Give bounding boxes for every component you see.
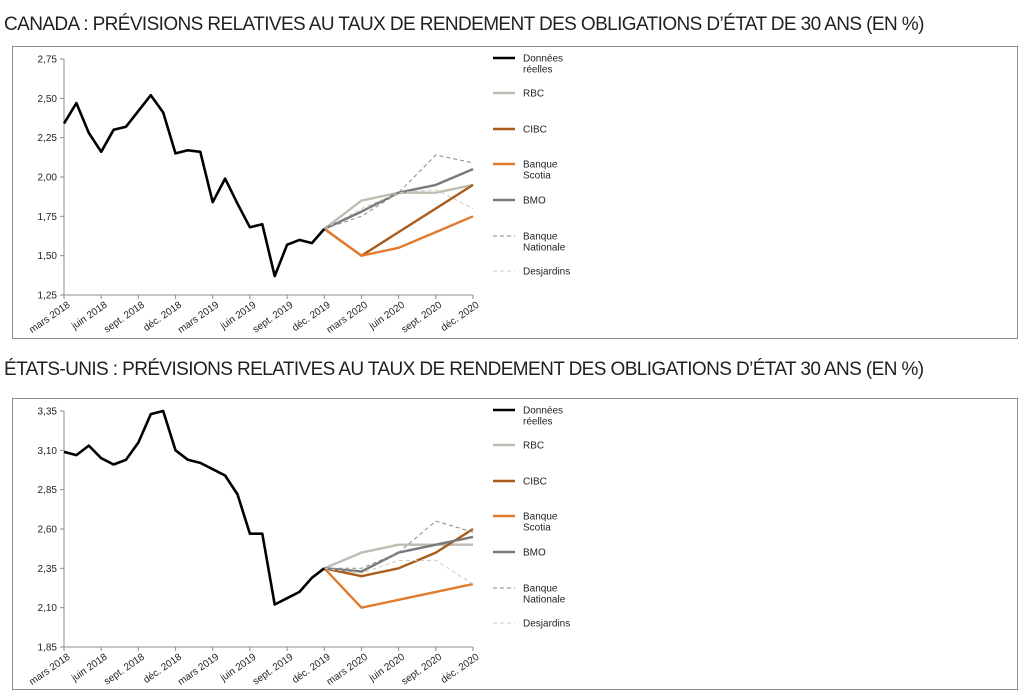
usa-x-tick-label: sept. 2019: [251, 651, 296, 687]
usa-y-tick-label: 2,35: [38, 564, 58, 575]
canada-series-line-donnees-reelles: [62, 93, 326, 278]
usa-legend-label-banque-scotia: Banque Scotia: [523, 512, 558, 534]
usa-legend-label-donnees-reelles: Données réelles: [523, 406, 563, 428]
usa-x-tick-label: mars 2020: [325, 651, 370, 687]
canada-y-tick-label: 2,00: [38, 173, 58, 184]
canada-legend: Données réelles RBC CIBC Banque Scotia BMO Banq…: [493, 54, 570, 278]
usa-y-tick-label: 2,85: [38, 485, 58, 496]
canada-x-tick-label: déc. 2020: [439, 299, 482, 333]
canada-legend-label-donnees-reelles: Données réelles: [523, 54, 563, 76]
usa-legend-label-bmo: BMO: [523, 548, 546, 559]
usa-x-tick-label: mars 2018: [27, 651, 72, 687]
canada-series-group: [62, 93, 474, 278]
usa-legend-label-rbc: RBC: [523, 441, 544, 452]
usa-legend: Données réelles RBC CIBC Banque Scotia BMO Banq…: [493, 406, 570, 630]
usa-x-tick-label: mars 2019: [176, 651, 221, 687]
usa-x-tick-label: sept. 2020: [400, 651, 445, 687]
canada-x-tick-label: sept. 2020: [400, 299, 445, 335]
canada-y-tick-label: 2,25: [38, 133, 58, 144]
canada-y-tick-label: 1,25: [38, 291, 58, 302]
usa-y-tick-label: 3,10: [38, 446, 58, 457]
usa-legend-label-desjardins: Desjardins: [523, 619, 570, 630]
canada-legend-label-bmo: BMO: [523, 196, 546, 207]
usa-y-tick-label: 2,60: [38, 525, 58, 536]
usa-legend-label-banque-nationale: Banque Nationale: [523, 584, 566, 606]
usa-y-tick-label: 2,10: [38, 603, 58, 614]
canada-legend-label-rbc: RBC: [523, 89, 544, 100]
usa-series-line-donnees-reelles: [63, 409, 326, 606]
usa-series-line-banque-scotia: [323, 567, 474, 609]
usa-chart-title: ÉTATS-UNIS : PRÉVISIONS RELATIVES AU TAU…: [4, 359, 924, 380]
canada-legend-label-cibc: CIBC: [523, 125, 547, 136]
usa-chart-panel: 1,85 2,10 2,35 2,60 2,85 3,10 3,35 mars 2018 jui…: [12, 398, 1018, 690]
canada-y-tick-label: 2,75: [38, 55, 58, 66]
canada-x-tick-label: mars 2020: [325, 299, 370, 335]
usa-x-tick-label: sept. 2018: [102, 651, 147, 687]
usa-legend-label-cibc: CIBC: [523, 477, 547, 488]
canada-x-tick-label: sept. 2019: [251, 299, 296, 335]
usa-series-line-bmo: [324, 535, 474, 573]
canada-series-line-bmo: [323, 167, 474, 230]
canada-x-tick-label: mars 2019: [176, 299, 221, 335]
canada-chart-panel: 1,25 1,50 1,75 2,00 2,25 2,50 2,75 mars 2018 jui…: [12, 46, 1018, 339]
canada-y-tick-label: 1,75: [38, 212, 58, 223]
canada-x-tick-label: mars 2018: [27, 299, 72, 335]
usa-series-line-cibc: [324, 527, 474, 578]
canada-x-tick-label: sept. 2018: [102, 299, 147, 335]
canada-y-tick-label: 1,50: [38, 251, 58, 262]
canada-legend-label-desjardins: Desjardins: [523, 267, 570, 278]
canada-series-line-banque-scotia: [323, 215, 474, 257]
usa-series-group: [63, 409, 474, 609]
usa-series-line-desjardins: [324, 560, 474, 585]
canada-legend-label-banque-scotia: Banque Scotia: [523, 160, 558, 182]
canada-chart-title: CANADA : PRÉVISIONS RELATIVES AU TAUX DE…: [4, 14, 924, 35]
usa-series-line-rbc: [323, 543, 473, 570]
usa-y-tick-label: 3,35: [38, 407, 58, 418]
canada-legend-label-banque-nationale: Banque Nationale: [523, 232, 566, 254]
canada-y-tick-label: 2,50: [38, 94, 58, 105]
usa-x-tick-label: déc. 2020: [439, 651, 482, 685]
usa-y-tick-label: 1,85: [38, 643, 58, 654]
canada-series-line-desjardins: [324, 189, 474, 230]
canada-series-line-banque-nationale: [324, 154, 474, 230]
usa-series-line-banque-nationale: [324, 520, 474, 569]
